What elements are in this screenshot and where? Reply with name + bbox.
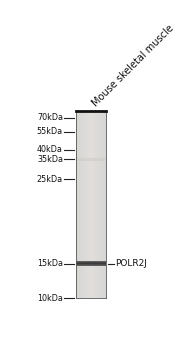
Bar — [99, 111, 100, 298]
Bar — [78, 111, 79, 298]
Bar — [96, 111, 97, 298]
Bar — [89, 111, 90, 298]
Bar — [91, 111, 92, 298]
Bar — [97, 111, 98, 298]
Bar — [95, 111, 96, 298]
Bar — [88, 111, 89, 298]
Bar — [94, 111, 95, 298]
Text: 55kDa: 55kDa — [37, 127, 63, 136]
Bar — [77, 111, 78, 298]
Bar — [83, 111, 84, 298]
Bar — [103, 111, 104, 298]
Bar — [100, 111, 101, 298]
Bar — [76, 158, 106, 161]
Bar — [81, 111, 82, 298]
Bar — [84, 111, 85, 298]
Bar — [104, 111, 105, 298]
Bar — [80, 111, 81, 298]
Bar — [90, 111, 91, 298]
Bar — [105, 111, 106, 298]
Text: POLR2J: POLR2J — [115, 259, 147, 268]
Bar — [101, 111, 102, 298]
Bar — [82, 111, 83, 298]
Bar — [93, 111, 94, 298]
Text: 40kDa: 40kDa — [37, 145, 63, 154]
Text: Mouse skeletal muscle: Mouse skeletal muscle — [91, 23, 176, 108]
Text: 25kDa: 25kDa — [37, 175, 63, 184]
Text: 10kDa: 10kDa — [37, 294, 63, 302]
Text: 70kDa: 70kDa — [37, 113, 63, 122]
Bar — [92, 111, 93, 298]
Bar — [85, 111, 86, 298]
Bar — [86, 111, 87, 298]
Bar — [87, 111, 88, 298]
Bar — [76, 111, 77, 298]
Text: 15kDa: 15kDa — [37, 259, 63, 268]
Bar — [98, 111, 99, 298]
Bar — [79, 111, 80, 298]
Text: 35kDa: 35kDa — [37, 155, 63, 164]
Bar — [102, 111, 103, 298]
